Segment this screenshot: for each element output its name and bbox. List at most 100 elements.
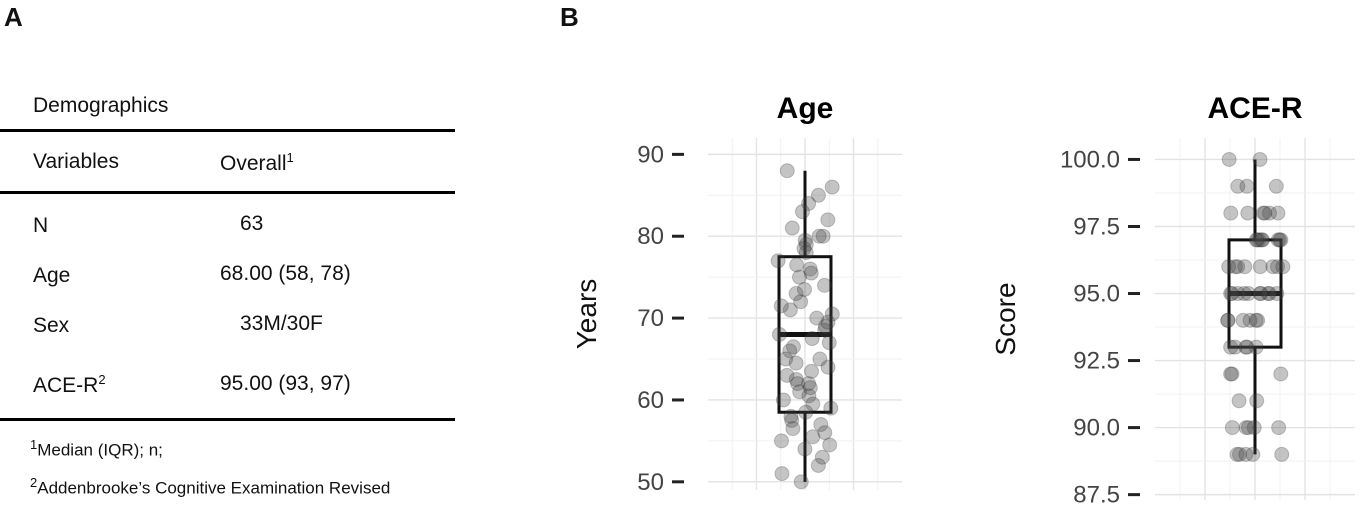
data-point xyxy=(824,306,840,322)
data-point xyxy=(774,466,790,482)
demographics-table: Demographics xyxy=(30,88,485,138)
data-point xyxy=(809,310,825,326)
table-cell-variable: N xyxy=(33,214,49,237)
data-point xyxy=(815,228,831,244)
data-point xyxy=(794,204,810,220)
table-cell-value: 95.00 (93, 97) xyxy=(220,372,351,395)
data-point xyxy=(814,449,830,465)
data-point xyxy=(1236,286,1252,302)
data-point xyxy=(792,384,808,400)
footnote-2: 2Addenbrooke’s Cognitive Examination Rev… xyxy=(30,475,391,498)
y-tick-label: 50 xyxy=(637,469,664,496)
data-point xyxy=(797,232,813,248)
header-variables: Variables xyxy=(33,150,119,173)
data-point xyxy=(801,388,817,404)
data-point xyxy=(1230,178,1246,194)
y-tick-label: 95.0 xyxy=(1073,281,1120,308)
table-cell-value: 63 xyxy=(240,212,264,235)
data-point xyxy=(1238,339,1254,355)
data-point xyxy=(810,457,826,473)
data-point xyxy=(785,421,801,437)
y-tick-label: 70 xyxy=(637,305,664,332)
data-point xyxy=(1240,205,1256,221)
data-point xyxy=(817,318,833,334)
y-tick-label: 80 xyxy=(637,223,664,250)
data-point xyxy=(1254,232,1270,248)
table-bottom-rule xyxy=(0,418,455,421)
table-cell-value: 33M/30F xyxy=(240,312,323,335)
data-point xyxy=(1224,286,1240,302)
data-point xyxy=(788,286,804,302)
data-point xyxy=(1265,259,1281,275)
data-point xyxy=(1224,366,1240,382)
data-point xyxy=(1271,420,1287,436)
data-point xyxy=(1238,446,1254,462)
data-point xyxy=(1238,420,1254,436)
data-point xyxy=(1270,259,1286,275)
data-point xyxy=(775,392,791,408)
data-point xyxy=(796,281,812,297)
data-point xyxy=(1249,393,1265,409)
data-point xyxy=(804,331,820,347)
data-point xyxy=(803,265,819,281)
data-point xyxy=(801,195,817,211)
table-caption-row: Demographics xyxy=(30,88,485,138)
data-point xyxy=(1227,259,1243,275)
data-point xyxy=(1241,286,1257,302)
data-point xyxy=(820,314,836,330)
data-point xyxy=(1248,232,1264,248)
data-point xyxy=(1223,366,1239,382)
header-overall: Overall1 xyxy=(220,150,294,175)
data-point xyxy=(802,261,818,277)
data-point xyxy=(1221,151,1237,167)
data-point xyxy=(783,408,799,424)
table-header-rule xyxy=(0,191,455,194)
data-point xyxy=(798,404,814,420)
data-point xyxy=(1257,205,1273,221)
data-point xyxy=(1252,286,1268,302)
data-point xyxy=(1246,420,1262,436)
data-point xyxy=(1242,312,1258,328)
data-point xyxy=(1221,259,1237,275)
data-point xyxy=(1229,446,1245,462)
data-point xyxy=(788,371,804,387)
age-boxplot: 50 60 70 80 90 Age Years xyxy=(571,92,902,496)
data-point xyxy=(793,294,809,310)
data-point xyxy=(820,212,836,228)
data-point xyxy=(820,359,836,375)
data-point xyxy=(823,400,839,416)
data-point xyxy=(1270,205,1286,221)
data-point xyxy=(1232,446,1248,462)
table-caption: Demographics xyxy=(33,94,169,117)
table-cell-variable: ACE-R2 xyxy=(33,372,106,397)
y-tick-label: 90.0 xyxy=(1073,415,1120,442)
table-cell-variable: Sex xyxy=(33,314,70,337)
data-point xyxy=(817,322,833,338)
y-axis-title: Score xyxy=(990,282,1021,355)
data-point xyxy=(790,376,806,392)
panel-label-b: B xyxy=(560,2,579,32)
data-point xyxy=(1272,232,1288,248)
data-point xyxy=(810,187,826,203)
data-point xyxy=(811,228,827,244)
data-point xyxy=(788,355,804,371)
data-point xyxy=(1270,232,1286,248)
table-cell-variable: Age xyxy=(33,264,71,287)
data-point xyxy=(1224,420,1240,436)
data-point xyxy=(793,474,809,490)
y-tick-label: 97.5 xyxy=(1073,213,1120,240)
data-point xyxy=(1230,286,1246,302)
data-point xyxy=(798,236,814,252)
data-point xyxy=(789,257,805,273)
data-point xyxy=(784,412,800,428)
data-point xyxy=(1249,232,1265,248)
data-point xyxy=(1275,259,1291,275)
data-point xyxy=(784,220,800,236)
data-point xyxy=(822,437,838,453)
data-point xyxy=(824,179,840,195)
data-point xyxy=(1223,286,1239,302)
y-tick-label: 60 xyxy=(637,387,664,414)
data-point xyxy=(779,163,795,179)
data-point xyxy=(1237,259,1253,275)
data-point xyxy=(821,335,837,351)
